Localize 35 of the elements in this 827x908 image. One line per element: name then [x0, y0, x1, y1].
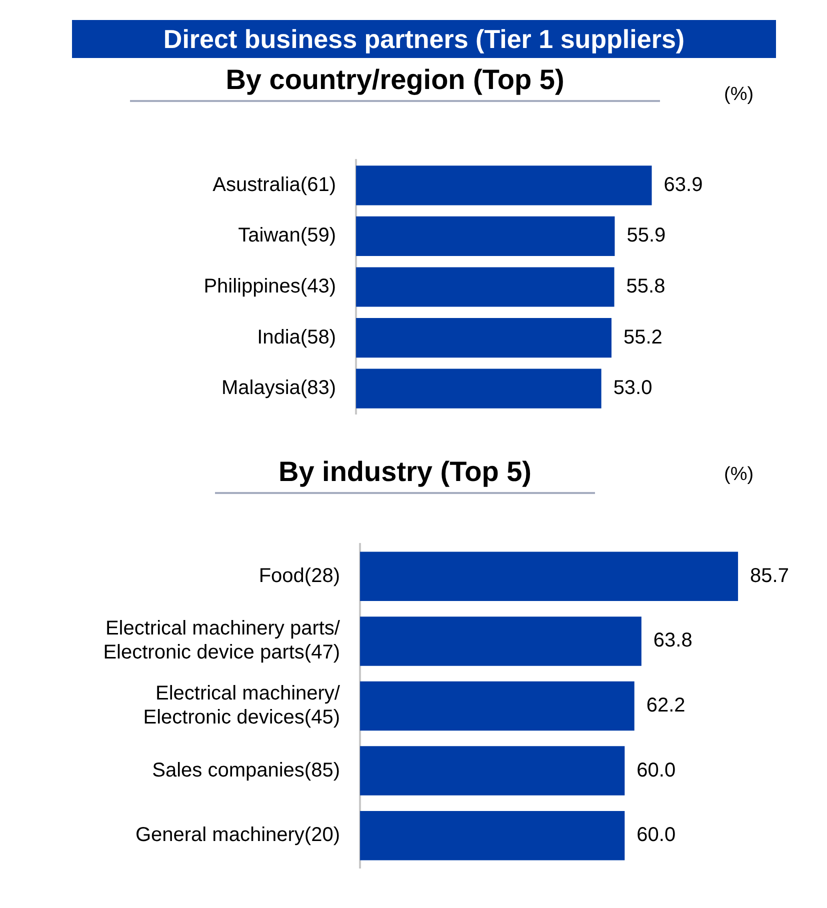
bar — [360, 746, 625, 796]
bar — [356, 166, 652, 206]
chart-title: By industry (Top 5) — [215, 456, 595, 494]
y-tick-label: Asustralia(61) — [212, 174, 336, 196]
data-label: 60.0 — [636, 759, 676, 782]
bar — [356, 368, 602, 408]
data-label: 63.8 — [653, 630, 692, 652]
data-label: 60.0 — [636, 824, 676, 846]
y-tick-label: Food(28) — [258, 564, 340, 587]
data-label: 53.0 — [613, 377, 652, 400]
data-label: 85.7 — [750, 564, 789, 587]
bar — [360, 616, 642, 666]
chart-title: Direct business partners (Tier 1 suppliers) — [72, 20, 776, 58]
data-label: 55.8 — [626, 276, 666, 298]
data-label: 55.9 — [626, 224, 666, 247]
bar — [360, 810, 625, 860]
chart-subtitle: By country/region (Top 5) — [130, 64, 660, 102]
bar — [356, 318, 612, 358]
y-tick-label: Electrical machinery/ Electronic devices(45) — [143, 682, 340, 729]
text: (%) — [724, 84, 754, 106]
data-label: 55.2 — [623, 326, 662, 348]
bar — [360, 552, 738, 602]
y-tick-label: Malaysia(83) — [222, 377, 336, 400]
y-tick-label: Philippines(43) — [204, 276, 336, 298]
y-tick-label: India(58) — [257, 326, 336, 348]
text: (%) — [724, 464, 754, 486]
y-tick-label: Electrical machinery parts/ Electronic device parts(47) — [103, 618, 340, 664]
data-label: 63.9 — [664, 174, 703, 196]
data-label: 62.2 — [646, 694, 686, 717]
y-tick-label: Sales companies(85) — [152, 759, 340, 782]
bar — [360, 681, 634, 731]
bar — [356, 216, 615, 256]
y-tick-label: Taiwan(59) — [238, 224, 336, 247]
bar — [356, 267, 614, 307]
y-tick-label: General machinery(20) — [135, 824, 340, 846]
